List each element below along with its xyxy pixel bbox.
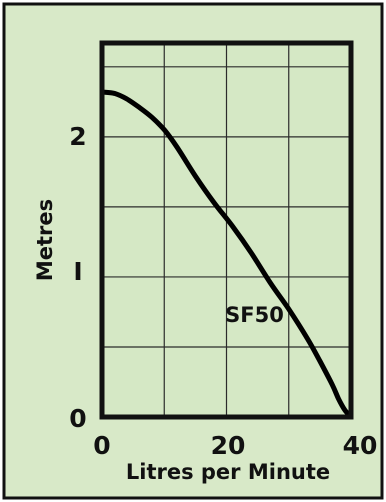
series-label-sf50: SF50 [225,303,284,327]
plot-border [99,40,354,420]
y-tick-label-0: 0 [69,404,86,433]
x-axis-title: Litres per Minute [126,460,330,484]
x-tick-label-0: 0 [93,431,110,460]
y-tick-label-1: I [73,257,82,286]
y-tick-label-2: 2 [69,122,86,151]
series-line-sf50 [99,89,354,420]
x-tick-label-40: 40 [343,431,378,460]
y-axis-title: Metres [33,199,57,281]
x-tick-label-20: 20 [211,431,246,460]
